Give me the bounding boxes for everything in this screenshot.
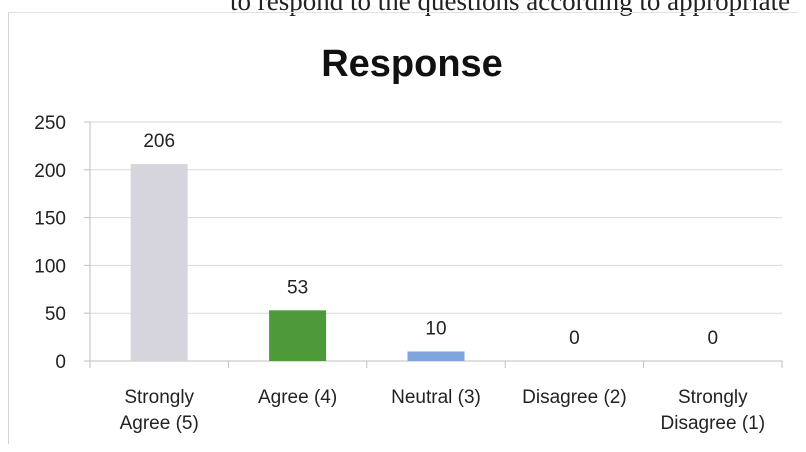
data-label-3: 0 <box>569 328 580 349</box>
chart-frame <box>8 12 798 444</box>
y-tick-label-5: 250 <box>34 113 66 134</box>
y-tick-label-1: 50 <box>45 304 66 325</box>
x-category-label-3-0: Disagree (2) <box>522 387 627 408</box>
y-tick-label-4: 200 <box>34 161 66 182</box>
data-label-4: 0 <box>708 328 719 349</box>
y-tick-label-3: 150 <box>34 209 66 230</box>
x-category-label-1-0: Agree (4) <box>258 387 337 408</box>
chart-title: Response <box>321 43 503 85</box>
bars <box>130 164 465 361</box>
gridlines <box>90 121 782 314</box>
data-label-0: 206 <box>143 131 175 152</box>
x-category-label-0-1: Agree (5) <box>120 413 199 434</box>
bar-0 <box>130 164 188 361</box>
x-category-label-2-0: Neutral (3) <box>391 387 481 408</box>
x-category-label-0-0: Strongly <box>124 387 194 408</box>
bar-2 <box>407 351 465 361</box>
x-category-label-4-0: Strongly <box>678 387 748 408</box>
x-category-label-4-1: Disagree (1) <box>661 413 766 434</box>
data-label-1: 53 <box>287 277 308 298</box>
data-label-2: 10 <box>425 318 446 339</box>
y-tick-label-0: 0 <box>55 352 66 373</box>
y-tick-label-2: 100 <box>34 256 66 277</box>
bar-1 <box>269 310 327 361</box>
